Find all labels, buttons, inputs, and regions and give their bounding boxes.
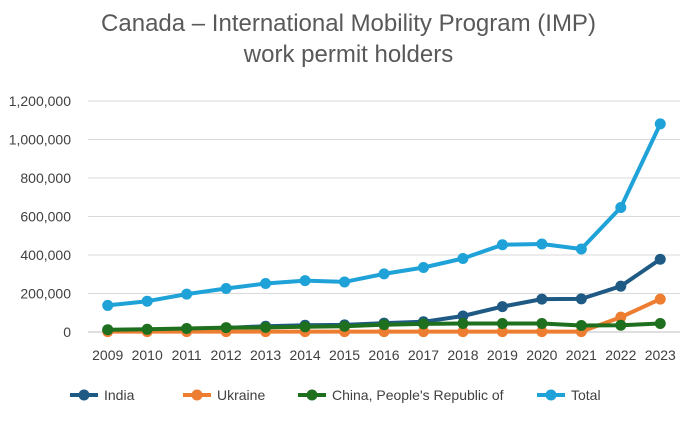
legend-label: India	[104, 387, 135, 403]
data-point	[260, 321, 272, 333]
data-point	[496, 239, 508, 251]
data-point	[181, 288, 193, 300]
data-point	[220, 282, 232, 294]
x-tick-label: 2012	[211, 347, 242, 363]
x-tick-label: 2019	[487, 347, 518, 363]
data-point	[615, 319, 627, 331]
chart-title: Canada – International Mobility Program …	[0, 8, 697, 70]
data-point	[457, 252, 469, 264]
data-point	[260, 277, 272, 289]
data-point	[102, 299, 114, 311]
data-point	[575, 319, 587, 331]
data-point	[536, 318, 548, 330]
legend-swatch-marker	[545, 389, 557, 401]
x-tick-label: 2017	[408, 347, 439, 363]
data-point	[536, 293, 548, 305]
y-tick-label: 400,000	[20, 247, 71, 263]
x-tick-label: 2009	[92, 347, 123, 363]
x-tick-label: 2022	[605, 347, 636, 363]
x-tick-label: 2021	[566, 347, 597, 363]
data-point	[496, 326, 508, 338]
legend-label: Ukraine	[217, 387, 265, 403]
y-tick-label: 1,000,000	[9, 132, 71, 148]
data-point	[141, 295, 153, 307]
series-group	[102, 118, 666, 338]
chart-title-line-2: work permit holders	[243, 41, 454, 68]
x-tick-label: 2023	[645, 347, 676, 363]
data-point	[299, 321, 311, 333]
series-china-people-s-republic-of	[102, 318, 666, 336]
data-point	[299, 275, 311, 287]
data-point	[417, 326, 429, 338]
legend-item: India	[70, 387, 135, 403]
x-tick-label: 2018	[447, 347, 478, 363]
y-tick-label: 1,200,000	[9, 93, 71, 109]
data-point	[496, 301, 508, 313]
data-point	[220, 322, 232, 334]
legend-swatch-marker	[306, 389, 318, 401]
data-point	[457, 326, 469, 338]
data-point	[536, 238, 548, 250]
data-point	[615, 201, 627, 213]
legend-label: China, People's Republic of	[332, 387, 504, 403]
chart-title-line-1: Canada – International Mobility Program …	[101, 10, 596, 37]
data-point	[141, 323, 153, 335]
data-point	[536, 326, 548, 338]
data-point	[575, 293, 587, 305]
data-point	[654, 318, 666, 330]
y-tick-label: 600,000	[20, 209, 71, 225]
data-point	[496, 318, 508, 330]
data-point	[654, 293, 666, 305]
data-point	[417, 262, 429, 274]
legend-swatch-marker	[191, 389, 203, 401]
x-tick-label: 2013	[250, 347, 281, 363]
data-point	[654, 253, 666, 265]
data-point	[575, 243, 587, 255]
data-point	[615, 311, 627, 323]
data-point	[615, 280, 627, 292]
x-tick-label: 2016	[368, 347, 399, 363]
legend-label: Total	[571, 387, 601, 403]
data-point	[378, 268, 390, 280]
data-point	[339, 276, 351, 288]
x-tick-label: 2015	[329, 347, 360, 363]
legend: India Ukraine China, People's Republic of T…	[70, 387, 601, 403]
x-tick-label: 2010	[132, 347, 163, 363]
series-total	[102, 118, 666, 311]
y-tick-label: 0	[63, 324, 71, 340]
x-tick-label: 2011	[172, 347, 202, 363]
data-point	[417, 318, 429, 330]
y-tick-label: 800,000	[20, 170, 71, 186]
legend-item: Ukraine	[183, 387, 265, 403]
x-tick-label: 2020	[526, 347, 557, 363]
data-point	[457, 318, 469, 330]
data-point	[102, 324, 114, 336]
data-point	[378, 319, 390, 331]
data-point	[339, 320, 351, 332]
gridlines	[88, 100, 680, 294]
legend-item: China, People's Republic of	[298, 387, 504, 403]
y-tick-label: 200,000	[20, 286, 71, 302]
legend-swatch-marker	[78, 389, 90, 401]
data-point	[654, 118, 666, 130]
data-point	[181, 323, 193, 335]
x-tick-label: 2014	[289, 347, 320, 363]
legend-item: Total	[537, 387, 601, 403]
